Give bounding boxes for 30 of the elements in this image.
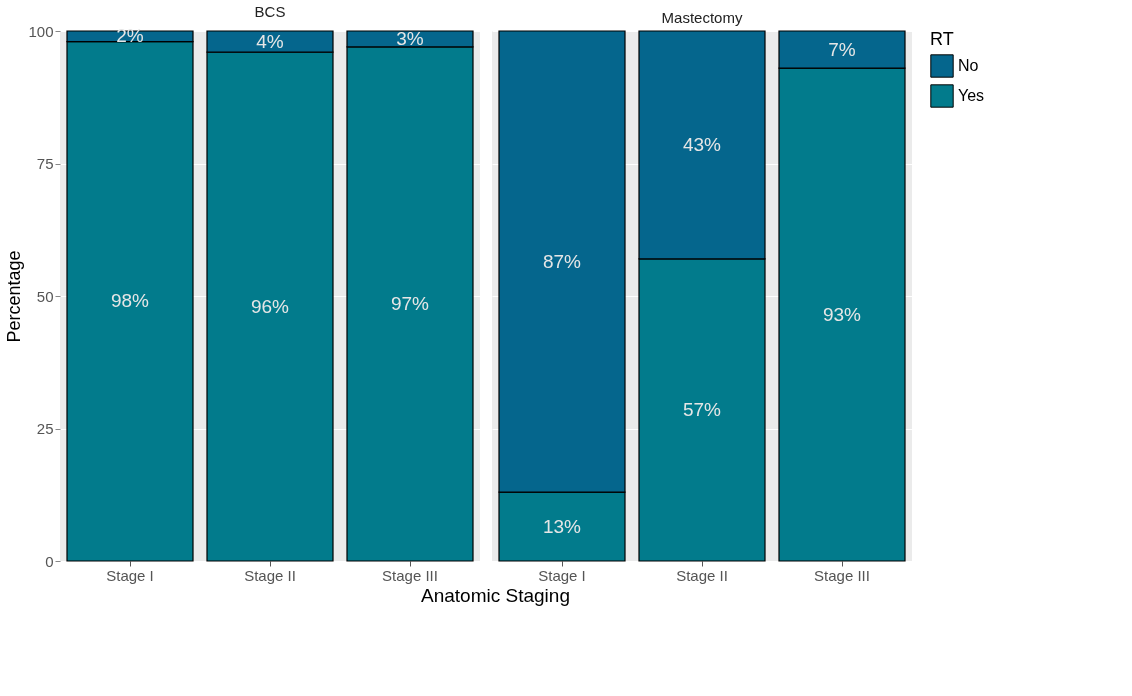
x-tick-label: Stage III: [814, 566, 870, 584]
data-label: 2%: [116, 25, 144, 47]
x-tick-label: Stage III: [382, 566, 438, 584]
data-label: 87%: [542, 250, 582, 272]
chart-title: Mastectomy: [661, 9, 743, 27]
legend-label: No: [958, 57, 979, 74]
data-label: 57%: [682, 398, 722, 420]
y-tick-label: 75: [36, 155, 54, 172]
data-label: 13%: [542, 515, 582, 537]
data-label: 98%: [110, 290, 150, 312]
y-tick-label: 0: [45, 552, 54, 570]
x-tick-label: Stage I: [538, 566, 586, 584]
x-axis-title: Anatomic Staging: [421, 585, 570, 606]
data-label: 93%: [822, 303, 862, 325]
y-tick-label: 50: [36, 287, 54, 305]
data-label: 3%: [396, 27, 424, 49]
data-label: 97%: [390, 292, 430, 314]
x-tick-label: Stage II: [244, 566, 296, 584]
x-tick-label: Stage II: [676, 566, 728, 584]
data-label: 7%: [828, 38, 856, 60]
y-tick-label: 25: [36, 420, 54, 437]
y-tick-label: 100: [28, 22, 54, 40]
chart-title: BCS: [254, 3, 286, 20]
data-label: 43%: [682, 133, 722, 155]
y-axis-title: Percentage: [4, 250, 25, 343]
x-tick-label: Stage I: [106, 566, 154, 584]
legend-title: RT: [930, 29, 954, 49]
data-label: 96%: [250, 295, 290, 317]
legend-label: Yes: [958, 87, 985, 104]
data-label: 4%: [256, 30, 284, 52]
